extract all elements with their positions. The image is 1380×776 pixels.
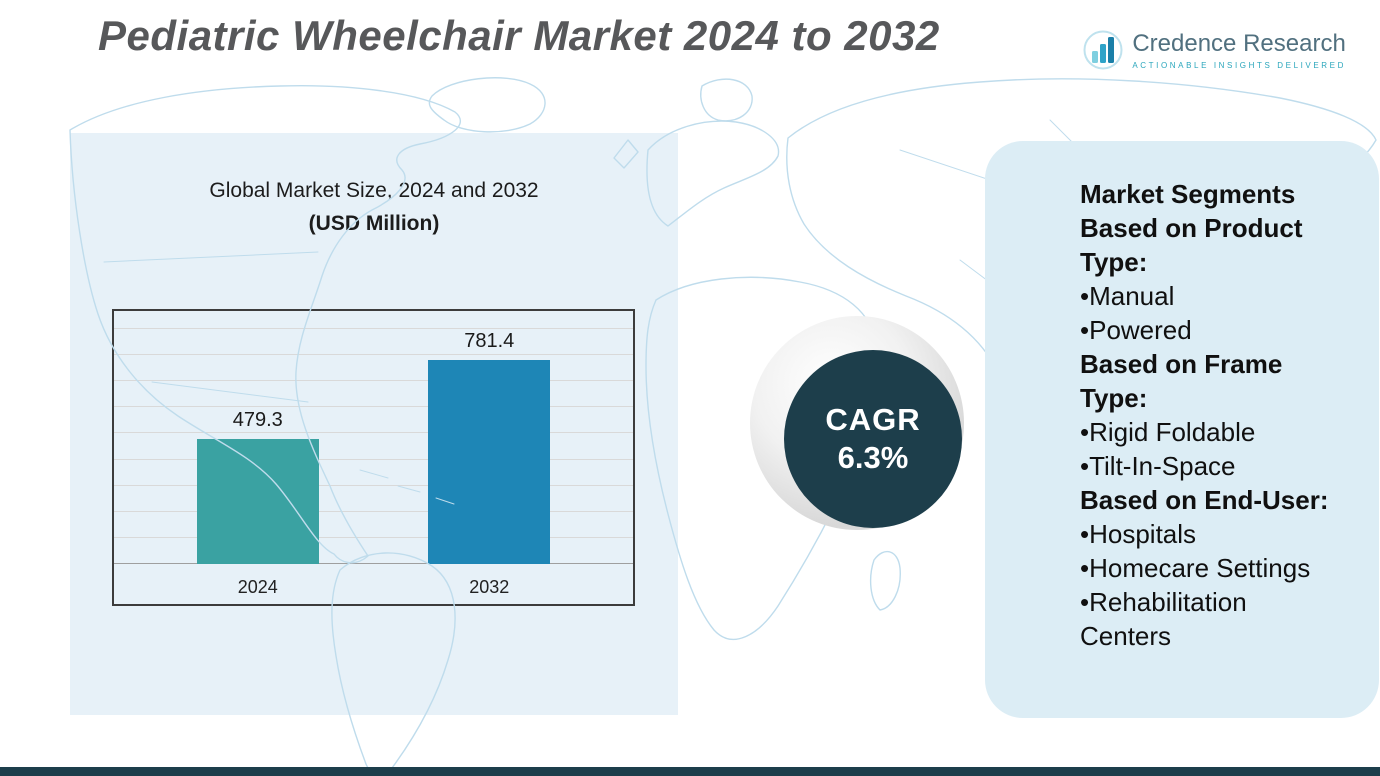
bar-value-2032: 781.4 <box>464 330 515 352</box>
logo-brand: Credence Research <box>1132 30 1346 57</box>
chart-title-line1: Global Market Size, 2024 and 2032 <box>209 179 539 202</box>
segment-bullet-9: •Rehabilitation Centers <box>1080 587 1247 651</box>
bar-label-2032: 2032 <box>469 577 510 597</box>
credence-logo-icon <box>1083 30 1123 70</box>
segment-heading-3: Based on Frame Type: <box>1080 349 1283 413</box>
credence-logo-text: Credence Research Actionable Insights De… <box>1132 30 1346 70</box>
segment-bullet-1: •Manual <box>1080 281 1175 311</box>
map-madagascar <box>869 550 901 611</box>
bar-chart: 479.3 781.4 2024 2032 <box>112 309 635 606</box>
segment-bullet-2: •Powered <box>1080 315 1192 345</box>
cagr-value: 6.3% <box>837 440 909 475</box>
page-title: Pediatric Wheelchair Market 2024 to 2032 <box>98 12 940 59</box>
cagr-badge: CAGR 6.3% <box>750 316 964 530</box>
market-size-panel: Global Market Size, 2024 and 2032 (USD M… <box>70 133 678 715</box>
map-scandinavia <box>700 78 753 122</box>
bars-row: 479.3 781.4 <box>142 329 605 564</box>
credence-logo: Credence Research Actionable Insights De… <box>1083 30 1346 70</box>
logo-tagline: Actionable Insights Delivered <box>1132 61 1346 70</box>
cagr-circle: CAGR 6.3% <box>784 350 962 528</box>
bar-value-2024: 479.3 <box>232 409 283 431</box>
market-segments-panel: Market Segments Based on Product Type: •M… <box>985 141 1379 718</box>
cagr-label: CAGR <box>825 402 921 437</box>
chart-title: Global Market Size, 2024 and 2032 (USD M… <box>70 175 678 240</box>
segment-bullet-8: •Homecare Settings <box>1080 553 1311 583</box>
bar-2032: 781.4 <box>428 330 551 564</box>
bar-2024: 479.3 <box>196 409 319 564</box>
map-greenland <box>428 77 546 133</box>
bar-rect-2032 <box>428 360 551 564</box>
chart-title-line2: (USD Million) <box>308 211 440 235</box>
segment-heading-0: Market Segments Based on Product Type: <box>1080 179 1303 277</box>
bar-rect-2024 <box>196 439 319 564</box>
segment-bullet-7: •Hospitals <box>1080 519 1197 549</box>
segment-heading-6: Based on End-User: <box>1080 485 1329 515</box>
segment-bullet-4: •Rigid Foldable <box>1080 417 1256 447</box>
segment-bullet-5: •Tilt-In-Space <box>1080 451 1236 481</box>
bar-label-2024: 2024 <box>237 577 278 597</box>
segments-text: Market Segments Based on Product Type: •M… <box>1080 177 1338 653</box>
footer-bar <box>0 767 1380 776</box>
labels-row: 2024 2032 <box>142 577 605 598</box>
